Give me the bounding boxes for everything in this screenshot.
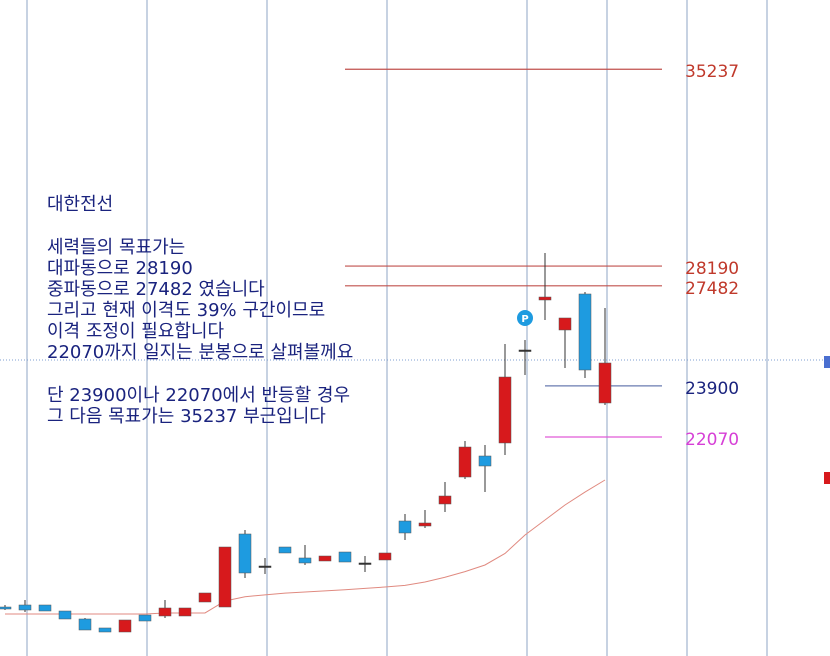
- candle-body: [398, 520, 412, 534]
- candle-body: [318, 555, 332, 562]
- candle-body: [298, 557, 312, 564]
- candle-body: [98, 627, 112, 633]
- signal-marker: [517, 309, 533, 326]
- candle-body: [138, 614, 152, 622]
- candle-body: [0, 606, 12, 610]
- candle-body: [518, 349, 532, 352]
- candle-body: [218, 546, 232, 608]
- level-label: 28190: [685, 259, 739, 279]
- annotation-line: 중파동으로 27482 였습니다: [47, 279, 265, 300]
- annotation-line: 대한전선: [47, 194, 113, 215]
- moving-average: [5, 479, 606, 615]
- candle-body: [438, 495, 452, 505]
- signal-marker-label: P: [521, 314, 528, 325]
- candle-body: [458, 446, 472, 478]
- candle-body: [338, 551, 352, 563]
- candle-body: [378, 552, 392, 561]
- candle-body: [18, 604, 32, 611]
- candle-body: [418, 522, 432, 527]
- annotation-line: 세력들의 목표가는: [47, 237, 185, 258]
- annotation-line: 단 23900이나 22070에서 반등할 경우: [47, 385, 350, 406]
- price-tag: [824, 356, 830, 368]
- candle-body: [558, 317, 572, 331]
- level-label: 35237: [685, 62, 739, 82]
- level-label: 22070: [685, 430, 739, 450]
- candle-body: [178, 607, 192, 617]
- candle-body: [158, 607, 172, 617]
- annotation-line: 그 다음 목표가는 35237 부근입니다: [47, 406, 326, 427]
- annotation-line: 그리고 현재 이격도 39% 구간이므로: [47, 300, 325, 321]
- annotation-line: 22070까지 일지는 분봉으로 살펴볼께요: [47, 342, 353, 363]
- candle-body: [578, 293, 592, 371]
- candle-body: [538, 296, 552, 301]
- candle-body: [258, 565, 272, 568]
- candle-body: [118, 619, 132, 633]
- candle-body: [38, 604, 52, 612]
- candle-body: [78, 618, 92, 631]
- candle-body: [598, 362, 612, 404]
- level-label: 27482: [685, 279, 739, 299]
- candle-body: [278, 546, 292, 554]
- annotation-line: 대파동으로 28190: [47, 258, 193, 279]
- annotation-line: 이격 조정이 필요합니다: [47, 321, 224, 342]
- price-tag: [824, 472, 830, 484]
- candle-body: [198, 592, 212, 603]
- session-lines: [26, 0, 768, 656]
- level-label: 23900: [685, 379, 739, 399]
- candle-body: [238, 533, 252, 574]
- candle-body: [498, 376, 512, 444]
- candle-body: [358, 562, 372, 565]
- candle-body: [58, 610, 72, 620]
- candle-body: [478, 455, 492, 467]
